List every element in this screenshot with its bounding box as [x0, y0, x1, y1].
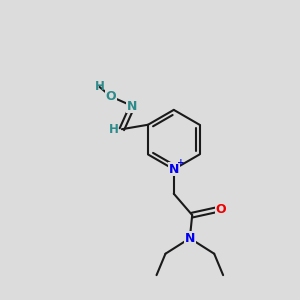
Text: H: H: [95, 80, 104, 94]
Text: N: N: [184, 232, 195, 245]
Text: O: O: [106, 90, 116, 103]
Text: H: H: [109, 123, 118, 136]
Text: N: N: [169, 163, 179, 176]
Text: +: +: [176, 158, 184, 167]
Text: O: O: [216, 203, 226, 216]
Text: N: N: [127, 100, 137, 112]
